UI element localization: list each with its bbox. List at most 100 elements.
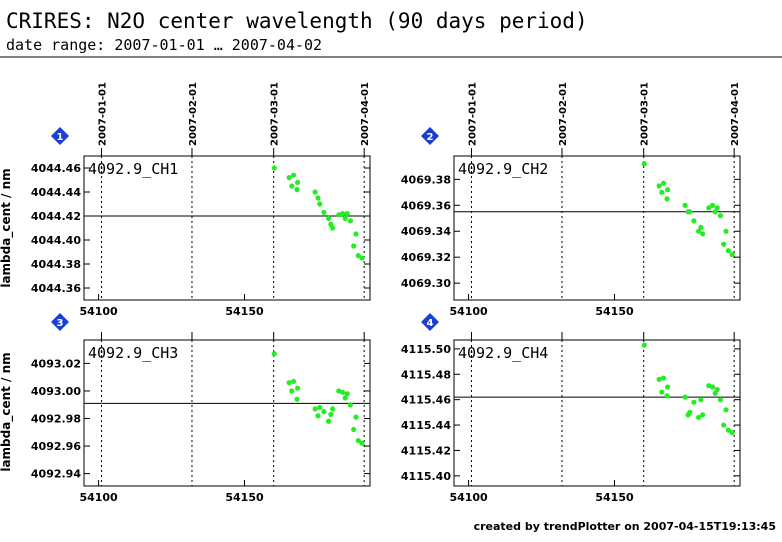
data-point [687, 409, 693, 415]
data-point [355, 437, 361, 444]
y-tick-label: 4044.36 [31, 282, 81, 295]
x-tick-label: 54100 [79, 491, 118, 504]
y-tick-label: 4069.36 [401, 199, 451, 212]
data-point [353, 231, 359, 237]
data-point [344, 391, 350, 397]
y-tick-label: 4069.32 [401, 251, 451, 264]
y-tick-label: 4115.50 [401, 343, 451, 356]
data-point [709, 202, 716, 208]
data-point [723, 228, 729, 234]
data-point [328, 411, 334, 417]
date-marker-label: 2007-04-01 [360, 82, 371, 146]
data-point [717, 213, 724, 219]
data-point [353, 414, 359, 420]
data-point [660, 180, 667, 186]
panels-group: 2007-01-01 2007-02-01 2007-03-01 2007-04-01… [31, 82, 741, 504]
data-point [339, 211, 346, 217]
series-label: 4092.9_CH4 [458, 344, 548, 362]
badge-diamond [421, 313, 439, 331]
badge-diamond [421, 127, 439, 145]
data-point [700, 231, 706, 237]
data-point [712, 209, 718, 215]
data-point [665, 384, 671, 390]
data-point [665, 187, 671, 193]
y-tick-label: 4115.48 [401, 368, 451, 381]
x-tick-label: 54100 [79, 305, 118, 318]
panel-number-badge: 3 [51, 313, 69, 331]
data-point [295, 385, 301, 391]
data-point [325, 418, 332, 424]
panel-2: 2007-01-01 2007-02-01 2007-03-01 2007-04-01… [401, 82, 741, 318]
y-tick-label: 4115.42 [401, 444, 451, 457]
data-point [721, 422, 727, 428]
panel-number-badge: 2 [421, 127, 439, 145]
data-point [317, 201, 323, 207]
data-point [656, 183, 662, 189]
data-point [641, 342, 647, 348]
panel-number-badge: 1 [51, 127, 69, 145]
y-tick-label: 4115.40 [401, 470, 451, 483]
series-label: 4092.9_CH1 [88, 160, 178, 178]
date-marker-label: 2007-01-01 [468, 82, 479, 146]
plot-frame [453, 339, 741, 487]
data-point [359, 255, 365, 261]
data-point [290, 378, 297, 384]
data-point [321, 409, 327, 415]
data-point [286, 380, 292, 386]
data-point [294, 187, 300, 193]
data-point [325, 215, 332, 221]
footer-credit: created by trendPlotter on 2007-04-15T19… [474, 520, 776, 533]
data-point [723, 407, 729, 413]
x-tick-label: 54150 [595, 491, 634, 504]
y-tick-label: 4115.46 [401, 394, 451, 407]
badge-diamond [51, 313, 69, 331]
data-point [271, 165, 277, 171]
y-tick-label: 4044.46 [31, 162, 81, 175]
y-tick-label: 4069.30 [401, 277, 451, 290]
data-point [660, 375, 667, 381]
data-point [289, 388, 295, 394]
x-tick-label: 54150 [595, 305, 634, 318]
data-point [687, 209, 693, 215]
series-label: 4092.9_CH2 [458, 160, 548, 178]
data-point [342, 395, 348, 401]
data-point [330, 406, 336, 412]
y-tick-label: 4092.94 [31, 468, 81, 481]
figure-title: CRIRES: N2O center wavelength (90 days p… [6, 9, 588, 33]
data-point [312, 189, 318, 195]
date-marker-label: 2007-01-01 [98, 82, 109, 146]
badge-diamond [51, 127, 69, 145]
y-tick-label: 4044.38 [31, 258, 81, 271]
data-point [355, 253, 361, 259]
data-point [659, 389, 665, 395]
panel-number-badge: 4 [421, 313, 439, 331]
data-point [664, 393, 670, 399]
data-point [682, 394, 688, 400]
data-point [271, 351, 277, 357]
badge-number: 2 [427, 132, 434, 143]
data-point [714, 386, 720, 393]
date-marker-label: 2007-02-01 [558, 82, 569, 146]
data-point [330, 225, 336, 231]
data-point [695, 414, 702, 421]
data-point [691, 399, 697, 405]
data-point [706, 205, 712, 211]
x-tick-label: 54150 [225, 491, 264, 504]
figure-subtitle: date range: 2007-01-01 … 2007-04-02 [6, 36, 322, 54]
y-tick-label: 4044.42 [31, 210, 81, 223]
data-point [290, 172, 297, 178]
y-tick-label: 4093.02 [31, 357, 81, 370]
data-point [342, 215, 348, 221]
y-tick-label: 4092.98 [31, 413, 81, 426]
data-point [700, 412, 706, 418]
data-point [295, 179, 301, 185]
data-point [717, 397, 724, 403]
data-point [656, 376, 662, 382]
y-tick-label: 4093.00 [31, 385, 81, 398]
badge-number: 3 [57, 318, 64, 329]
y-tick-label: 4044.40 [31, 234, 81, 247]
date-marker-label: 2007-03-01 [270, 82, 281, 146]
panel-4: 4115.40 4115.42 4115.44 4115.46 4115.48 4115.… [401, 313, 741, 504]
data-point [359, 440, 365, 446]
